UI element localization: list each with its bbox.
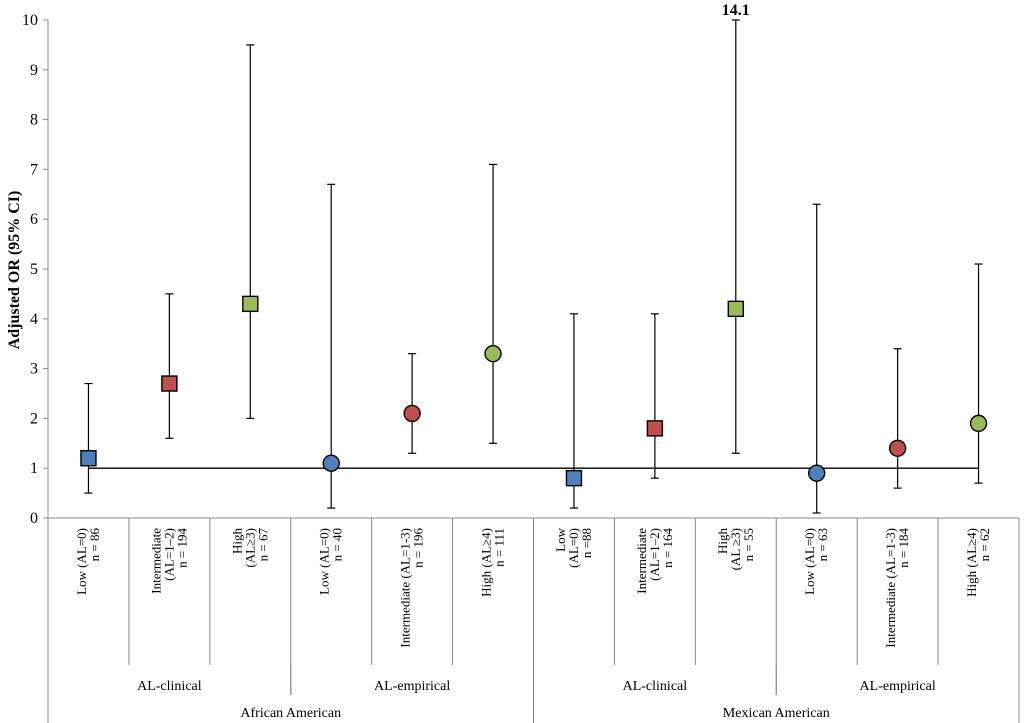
y-tick-label: 8 [30,112,38,129]
y-tick-label: 9 [30,62,38,79]
index-group-label: AL-empirical [374,679,450,694]
point-marker-circle [322,454,340,472]
category-label: High [229,528,244,555]
index-group-label: AL-clinical [623,679,688,694]
y-tick-label: 5 [30,261,38,278]
point-marker-square [565,469,583,487]
category-label: Low (AL=0) [74,528,89,595]
y-tick-label: 7 [30,161,38,178]
category-label: Low (AL=0) [802,528,817,595]
category-label: n = 55 [741,528,756,561]
category-label: n = 86 [87,528,102,562]
category-label: n = 164 [660,528,675,568]
point-marker-circle [403,404,421,423]
point-marker-circle [808,464,826,482]
category-label: n = 194 [174,528,189,568]
point-marker-square [80,450,97,467]
category-label: n = 62 [977,528,992,561]
category-label: (AL=1–2) [647,528,662,581]
category-label: High (AL≥4) [964,528,979,597]
category-label: Intermediate [634,528,649,594]
category-label: Low [553,527,568,551]
category-label: n = 40 [330,528,345,561]
truncated-ci-annotation: 14.1 [722,2,750,19]
category-label: n = 63 [815,528,830,561]
y-tick-label: 1 [30,460,38,477]
category-label: n = 111 [492,528,507,567]
y-tick-label: 2 [30,410,38,427]
point-marker-circle [888,439,907,457]
population-group-label: Mexican American [723,706,830,721]
category-label: n = 196 [411,528,426,568]
point-marker-square [646,420,664,437]
category-label: Intermediate (AL=1-3) [398,528,413,648]
point-marker-square [727,300,744,318]
y-tick-label: 0 [30,510,38,527]
category-label: Low (AL=0) [317,528,332,595]
point-marker-square [161,375,178,392]
category-label: High [715,528,730,555]
category-label: n = 184 [896,528,911,568]
y-tick-label: 10 [22,12,38,29]
category-label: n =88 [579,528,594,558]
y-axis-label: Adjusted OR (95% CI) [6,191,23,350]
category-label: n = 67 [255,528,270,562]
category-label: Intermediate [148,528,163,594]
category-label: (AL=0) [566,528,581,568]
category-label: Intermediate (AL=1-3) [883,528,898,648]
point-marker-circle [484,344,502,363]
y-tick-label: 6 [30,211,38,228]
point-marker-circle [969,414,988,433]
category-label: (AL=1–2) [161,528,176,581]
index-group-label: AL-clinical [137,679,202,694]
y-tick-label: 4 [30,311,38,328]
population-group-label: African American [240,706,341,721]
index-group-label: AL-empirical [860,679,936,694]
y-tick-label: 3 [30,361,38,378]
category-label: (AL≥3) [242,528,257,568]
point-marker-square [242,295,259,313]
category-label: High (AL≥4) [479,528,494,597]
category-label: (AL ≥3) [728,528,743,570]
